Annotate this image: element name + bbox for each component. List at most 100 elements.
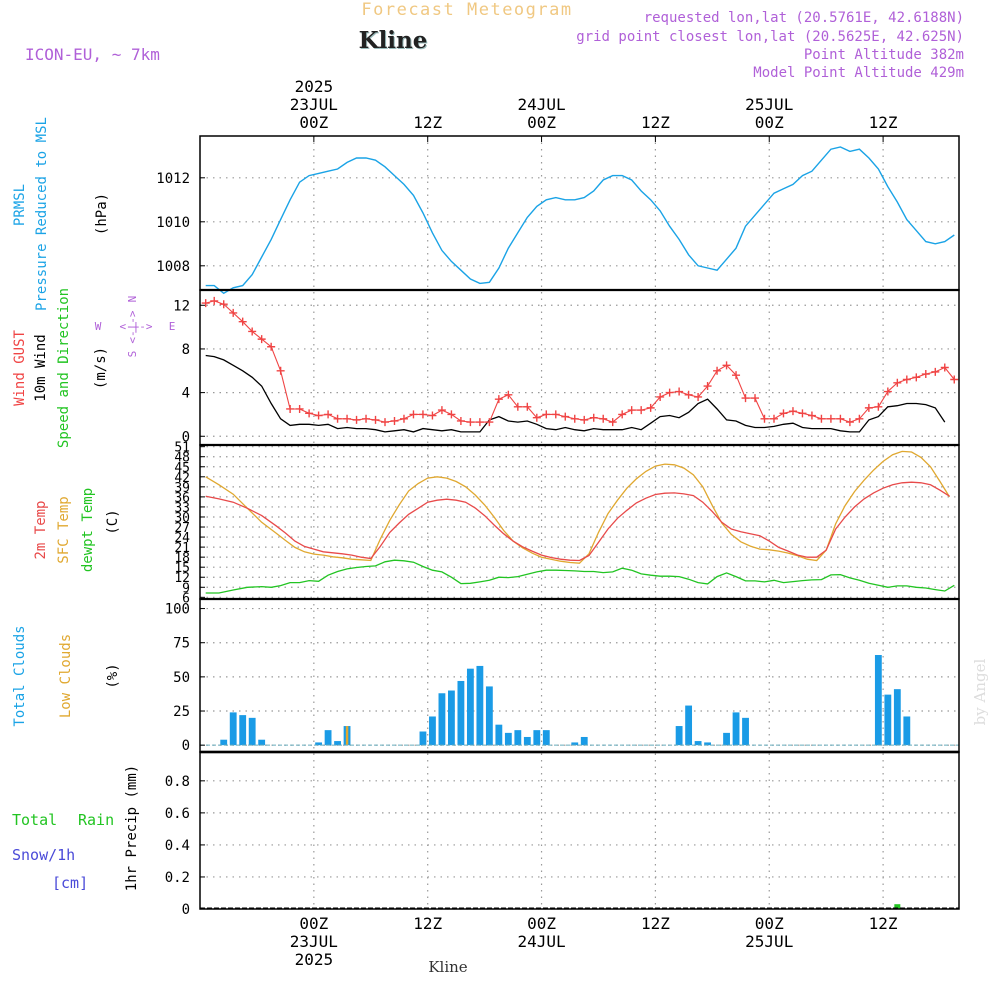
gust-marker — [371, 415, 380, 424]
gust-marker — [399, 414, 408, 423]
total-cloud-bar — [248, 717, 256, 746]
axis-layer: 1008101010120481269121518212427303336394… — [156, 77, 898, 969]
x-tick-label-bottom: 00Z — [755, 914, 784, 933]
gust-marker — [570, 414, 579, 423]
y-tick-label: 0 — [182, 902, 190, 918]
gust-marker — [362, 414, 371, 423]
gust-marker — [466, 418, 475, 427]
compass-north: N — [126, 296, 139, 303]
gust-marker — [504, 390, 513, 399]
gust-marker — [893, 378, 902, 387]
compass-vertical-arrows: <-|-> — [126, 310, 139, 343]
gridpoint-location: grid point closest lon,lat (20.5625E, 42… — [576, 29, 964, 45]
total-cloud-bar — [504, 732, 512, 746]
y-tick-label: 0.6 — [165, 806, 190, 822]
gust-marker — [276, 366, 285, 375]
gust-marker — [760, 414, 769, 423]
gust-marker — [675, 387, 684, 396]
gust-marker — [845, 418, 854, 427]
x-tick-label-top: 2025 — [295, 77, 334, 96]
gust-marker — [703, 382, 712, 391]
credit-text: by Angel — [971, 658, 989, 725]
y-tick-label: 0.4 — [165, 838, 190, 854]
y-tick-label: 51 — [174, 441, 190, 456]
gust-marker — [637, 406, 646, 415]
gust-marker — [921, 370, 930, 379]
gust-label: Wind GUST — [12, 330, 28, 406]
model-label: ICON-EU, ~ 7km — [25, 45, 160, 64]
y-tick-label: 0.8 — [165, 774, 190, 790]
gust-marker — [295, 404, 304, 413]
x-tick-label-bottom: 2025 — [295, 950, 334, 969]
chart-title: Forecast Meteogram — [361, 0, 572, 20]
snow-label: Snow/1h — [12, 846, 75, 864]
gust-marker — [864, 403, 873, 412]
x-tick-label-top: 24JUL — [517, 95, 565, 114]
gust-marker — [210, 296, 219, 305]
y-tick-label: 18 — [174, 551, 190, 566]
rain-label: Rain — [78, 811, 114, 829]
rain-bar — [894, 904, 901, 909]
gust-marker — [238, 317, 247, 326]
x-tick-label-top: 12Z — [641, 113, 670, 132]
total-cloud-bar — [903, 716, 911, 746]
y-tick-label: 1010 — [156, 215, 190, 231]
gust-marker — [665, 388, 674, 397]
x-tick-label-top: 00Z — [527, 113, 556, 132]
pressure-label: Pressure Reduced to MSL — [34, 117, 50, 311]
gust-marker — [912, 373, 921, 382]
total-cloud-bar — [884, 694, 892, 746]
y-tick-label: 75 — [173, 636, 190, 652]
gust-marker — [248, 327, 257, 336]
gust-marker — [817, 414, 826, 423]
snow-cm-label: [cm] — [52, 874, 88, 892]
y-tick-label: 30 — [174, 511, 190, 526]
x-tick-label-bottom: 00Z — [527, 914, 556, 933]
gust-marker — [551, 410, 560, 419]
gust-marker — [409, 410, 418, 419]
gust-marker — [390, 416, 399, 425]
data-layer — [200, 146, 959, 909]
gust-marker — [656, 392, 665, 401]
y-tick-label: 0 — [182, 738, 190, 754]
y-tick-label: 42 — [174, 471, 190, 486]
footer-station: Kline — [428, 958, 467, 976]
y-tick-label: 36 — [174, 491, 190, 506]
gust-marker — [798, 409, 807, 418]
gust-marker — [608, 418, 617, 427]
panel-frame — [199, 289, 960, 446]
gust-marker — [437, 406, 446, 415]
y-tick-label: 48 — [174, 451, 190, 466]
gust-marker — [447, 410, 456, 419]
total-cloud-bar — [220, 739, 228, 746]
y-tick-label: 25 — [173, 704, 190, 720]
sfc-label: SFC Temp — [56, 496, 72, 563]
compass-icon: N S W E <-|-> <-|-> — [95, 296, 176, 358]
gust-marker — [646, 403, 655, 412]
wind-speed-line — [205, 354, 946, 433]
x-tick-label-top: 00Z — [299, 113, 328, 132]
gust-marker — [542, 410, 551, 419]
gust-marker — [513, 402, 522, 411]
total-cloud-bar — [457, 680, 465, 746]
gust-marker — [485, 418, 494, 427]
gust-marker — [257, 335, 266, 344]
gust-marker — [494, 395, 503, 404]
low-clouds-label: Low Clouds — [58, 634, 74, 718]
gust-marker — [456, 416, 465, 425]
gust-marker — [741, 394, 750, 403]
y-tick-label: 0 — [182, 429, 190, 445]
prmsl-label: PRMSL — [12, 184, 28, 226]
model-altitude: Model Point Altitude 429m — [753, 65, 964, 81]
compass-east: E — [169, 320, 176, 333]
total-cloud-bar — [893, 689, 901, 746]
total-cloud-bar — [239, 715, 247, 746]
frame-layer — [199, 135, 960, 910]
y-tick-label: 27 — [174, 521, 190, 536]
gust-marker — [855, 414, 864, 423]
total-cloud-bar — [229, 712, 237, 746]
gust-marker — [713, 366, 722, 375]
x-tick-label-bottom: 25JUL — [745, 932, 793, 951]
gust-marker — [722, 361, 731, 370]
total-cloud-bar — [438, 693, 446, 746]
